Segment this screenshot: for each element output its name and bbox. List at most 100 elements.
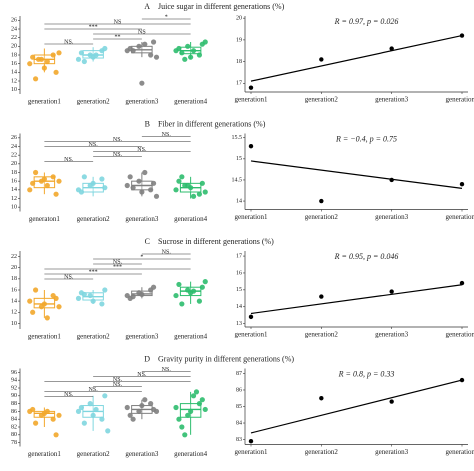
x-tick-label: generation4 <box>174 333 208 341</box>
data-point <box>75 408 82 414</box>
data-point <box>389 399 394 404</box>
trend-line <box>250 34 463 82</box>
y-tick-label: 94 <box>11 378 17 384</box>
data-point <box>176 178 182 184</box>
data-point <box>202 406 208 413</box>
data-point <box>130 416 136 422</box>
data-point <box>150 39 157 45</box>
y-tick-label: 20 <box>236 16 242 22</box>
data-point <box>190 393 197 399</box>
significance-label: *** <box>89 25 98 31</box>
y-tick-label: 15.5 <box>232 135 243 141</box>
data-point <box>188 185 194 191</box>
x-tick-label: generation4 <box>174 450 208 458</box>
data-point <box>139 402 145 409</box>
y-tick-label: 85 <box>236 404 242 410</box>
data-point <box>148 52 154 58</box>
data-point <box>179 301 185 307</box>
data-point <box>33 169 39 176</box>
data-point <box>389 177 394 183</box>
data-point <box>44 58 50 65</box>
y-tick-label: 10 <box>11 321 17 327</box>
trend-line <box>250 284 463 315</box>
panel-letter: D <box>144 354 150 363</box>
data-point <box>389 46 394 51</box>
data-point <box>196 401 202 407</box>
data-point <box>319 57 324 62</box>
data-point <box>176 45 182 52</box>
y-tick-label: 20 <box>11 161 17 167</box>
data-point <box>81 174 87 180</box>
data-point <box>153 193 160 199</box>
data-point <box>102 45 108 52</box>
data-point <box>248 85 254 90</box>
data-point <box>150 180 157 186</box>
y-tick-label: 19 <box>236 37 242 43</box>
data-point <box>102 287 108 293</box>
panel-letter: A <box>144 2 150 11</box>
x-tick-label: generation1 <box>234 96 268 104</box>
data-point <box>196 298 202 304</box>
y-tick-label: 17 <box>236 253 242 259</box>
data-point <box>196 52 202 58</box>
data-point <box>30 180 36 186</box>
panel-title: Sucrose in different generations (%) <box>158 237 274 246</box>
data-point <box>173 404 179 411</box>
x-tick-label: generation4 <box>445 331 474 339</box>
data-point <box>81 420 87 426</box>
data-point <box>150 284 157 290</box>
y-tick-label: 14 <box>236 198 242 204</box>
data-point <box>142 169 148 176</box>
x-tick-label: generation1 <box>28 333 62 341</box>
x-tick-label: generation1 <box>28 450 62 458</box>
data-point <box>44 182 50 189</box>
significance-label: * <box>140 255 143 261</box>
data-point <box>56 304 62 310</box>
data-point <box>182 432 188 438</box>
x-tick-label: generation4 <box>174 215 208 223</box>
data-point <box>53 69 59 75</box>
x-tick-label: generation2 <box>305 331 339 339</box>
y-tick-label: 92 <box>11 385 17 391</box>
significance-label: NS <box>114 20 122 26</box>
data-point <box>130 294 136 300</box>
correlation-annotation: R = 0.97, p = 0.026 <box>334 17 399 26</box>
data-point <box>127 174 133 180</box>
significance-label: NS. <box>113 137 123 143</box>
x-tick-label: generation1 <box>234 331 268 339</box>
x-tick-label: generation2 <box>77 98 111 106</box>
significance-label: NS. <box>64 275 74 281</box>
data-point <box>75 56 82 62</box>
y-tick-label: 82 <box>11 424 17 430</box>
data-point <box>139 291 145 298</box>
data-point <box>124 404 130 411</box>
significance-label: NS. <box>64 40 74 46</box>
data-point <box>130 48 136 54</box>
data-point <box>199 284 205 290</box>
correlation-annotation: R = −0.4, p = 0.75 <box>335 134 397 143</box>
data-point <box>193 389 200 395</box>
x-tick-label: generation2 <box>77 215 111 223</box>
y-tick-label: 96 <box>11 370 17 376</box>
panel-letter: B <box>145 119 150 128</box>
data-point <box>179 424 185 430</box>
data-point <box>78 404 85 411</box>
significance-label: NS. <box>113 377 123 383</box>
data-point <box>139 80 145 86</box>
data-point <box>142 41 148 47</box>
x-tick-label: generation2 <box>77 333 111 341</box>
data-point <box>30 309 36 315</box>
data-point <box>27 298 33 304</box>
data-point <box>105 428 111 434</box>
y-tick-label: 90 <box>11 393 17 399</box>
data-point <box>319 294 324 299</box>
data-point <box>50 174 56 180</box>
y-tick-label: 87 <box>236 371 242 377</box>
data-point <box>99 301 105 307</box>
data-point <box>53 191 59 197</box>
data-point <box>130 185 136 191</box>
data-point <box>179 174 185 180</box>
data-point <box>41 301 47 307</box>
y-tick-label: 17 <box>236 81 242 87</box>
